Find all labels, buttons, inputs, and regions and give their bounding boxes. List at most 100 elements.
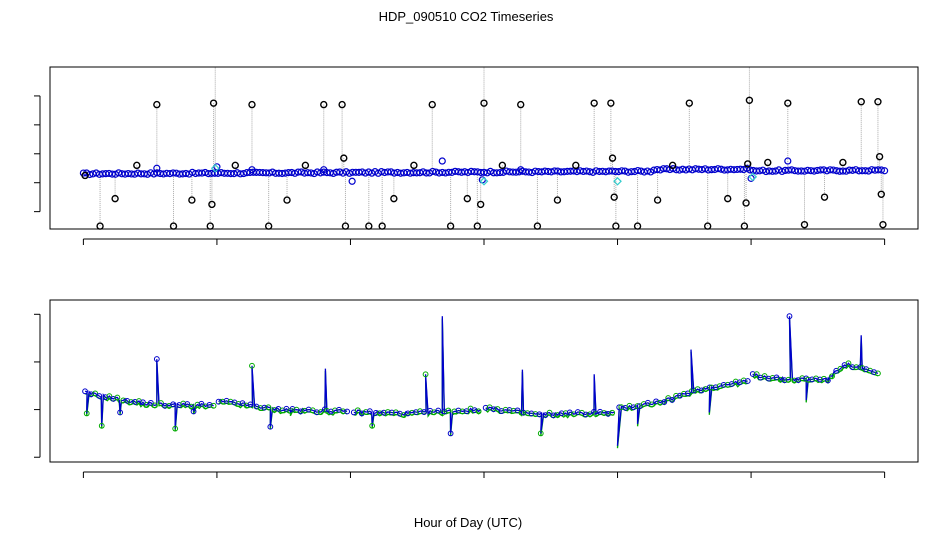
raw-sample-point [745,96,754,104]
data-point [609,409,616,416]
raw-sample-point [607,99,615,107]
average-point [778,167,786,176]
raw-sample-point [169,222,178,230]
data-point [384,409,391,415]
data-point [340,408,346,415]
data-point [681,390,687,397]
data-point [562,410,569,417]
average-point [115,169,123,177]
data-point [114,394,121,401]
raw-sample-point [480,99,488,107]
data-point [289,405,296,412]
data-point [128,399,135,405]
data-point [323,407,330,414]
x-axis [82,238,886,245]
data-point [376,410,383,417]
data-point [520,409,527,416]
marks [79,67,889,230]
x-axis [82,471,886,478]
data-point [785,376,792,383]
average-point [810,167,818,175]
raw-sample-point [341,222,350,230]
raw-sample-point [879,220,887,229]
data-point [271,407,278,413]
data-point [249,362,255,369]
data-point [332,407,338,414]
data-point [380,409,387,416]
data-point [720,381,727,388]
data-point [405,410,411,417]
raw-sample-point [463,194,472,203]
raw-sample-point [703,222,712,230]
raw-sample-point [517,100,525,109]
average-point [320,166,328,174]
data-point [366,408,373,415]
data-point [247,401,254,408]
raw-sample-point [820,193,829,201]
average-point [438,157,446,165]
figure-title: HDP_090510 CO2 Timeseries [379,9,554,24]
data-point [152,402,158,409]
data-point [649,401,655,408]
data-point [305,406,312,413]
fit-line [218,368,348,430]
series-line [752,316,879,401]
raw-sample-point [839,158,847,167]
top-panel [34,66,919,245]
data-point [188,403,195,410]
data-point [445,407,452,414]
data-point [708,384,715,391]
data-point [194,401,201,408]
data-point [849,364,856,371]
data-point [605,410,612,417]
data-point [235,401,242,407]
data-point [510,407,517,414]
data-point [117,409,124,416]
raw-sample-point [668,161,677,170]
data-point [829,373,835,380]
series-line [84,359,214,429]
data-point [537,430,544,437]
data-point [190,408,197,415]
series-line [616,349,748,446]
data-point [92,390,99,397]
data-point [813,375,819,382]
data-point [317,409,324,415]
average-point [788,166,796,174]
data-point [859,365,866,371]
data-point [618,404,625,411]
raw-sample-point [724,194,732,203]
data-point [781,377,788,384]
data-point [871,369,877,375]
average-point [248,166,256,174]
raw-sample-point [572,161,580,170]
raw-sample-point [633,222,642,230]
data-point [475,408,482,415]
data-point [712,384,719,391]
data-point [490,406,497,413]
marks [82,313,881,449]
raw-sample-point [800,220,809,229]
data-point [422,371,429,378]
data-point [524,410,531,417]
data-point [147,399,154,406]
average-point [618,167,626,175]
data-point [749,371,756,377]
y-axis [34,95,41,213]
raw-sample-point [612,222,620,230]
raw-sample-point [498,161,507,170]
data-point [261,404,268,411]
data-point [132,399,138,405]
data-point [728,381,735,387]
average-point [384,168,392,176]
data-point [669,396,676,403]
average-point [422,169,430,177]
data-point [98,422,105,429]
data-point [661,399,668,405]
data-point [482,404,489,411]
raw-sample-point [533,222,542,230]
data-point [583,411,589,418]
data-point [102,394,109,401]
raw-sample-point [653,196,662,204]
average-point [429,167,437,176]
